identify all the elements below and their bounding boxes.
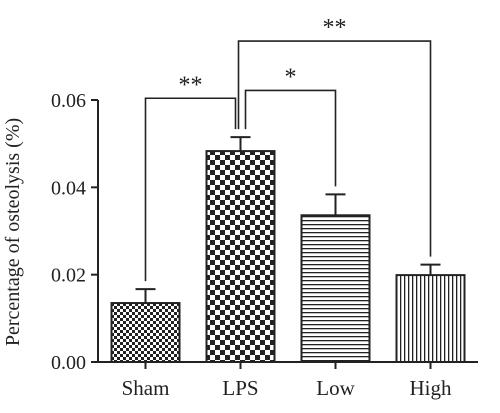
significance-annotations: ** *** <box>144 15 432 282</box>
significance-label: ** <box>323 15 347 41</box>
y-tick-label: 0.02 <box>51 265 86 287</box>
y-tick-label: 0.04 <box>51 177 86 199</box>
significance-label: ** <box>179 72 203 98</box>
bars <box>110 136 466 363</box>
x-axis: Sham LPS Low High <box>98 361 478 400</box>
x-tick-label: Sham <box>122 376 170 400</box>
x-tick-label: High <box>410 376 453 400</box>
y-axis-label: Percentage of osteolysis (%) <box>2 118 24 346</box>
bar-low <box>300 214 371 363</box>
y-axis: 0.00 0.02 0.04 0.06 <box>51 90 99 374</box>
bar-lps <box>205 150 276 363</box>
significance-bracket <box>244 89 337 187</box>
bar-high <box>395 274 466 363</box>
significance-bracket <box>144 97 237 282</box>
significance-bracket <box>237 40 432 257</box>
x-tick-label: LPS <box>222 376 258 400</box>
x-tick-label: Low <box>316 376 355 400</box>
y-tick-label: 0.00 <box>51 352 86 374</box>
significance-label: * <box>285 64 297 90</box>
bar-sham <box>110 302 181 363</box>
y-tick-label: 0.06 <box>51 90 86 112</box>
